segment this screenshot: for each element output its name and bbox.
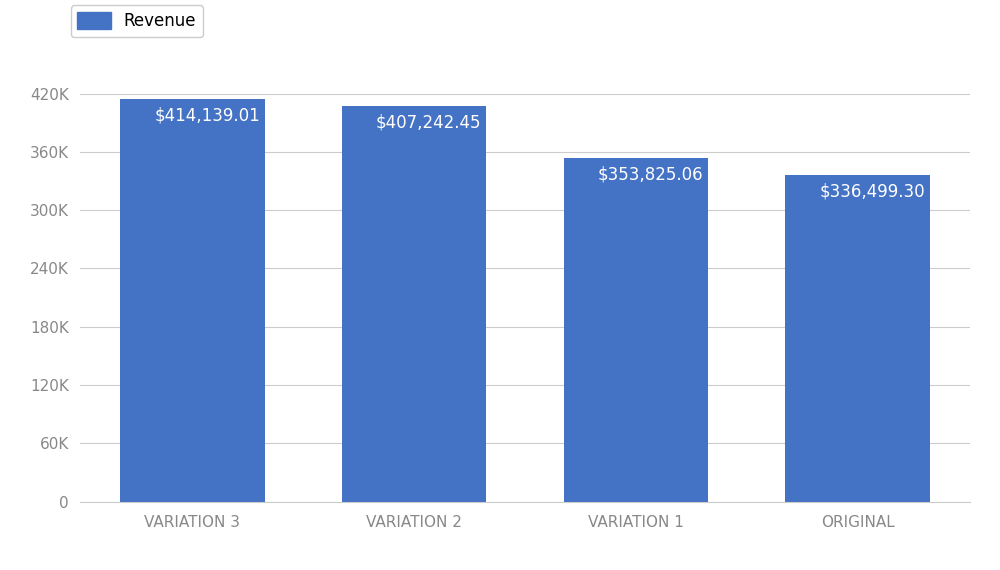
Bar	[785, 174, 930, 502]
Text: $353,825.06: $353,825.06	[598, 166, 703, 184]
Bar	[342, 106, 486, 502]
Bar	[564, 158, 708, 502]
Text: $407,242.45: $407,242.45	[376, 113, 481, 132]
Legend: Revenue: Revenue	[71, 6, 203, 37]
Text: $336,499.30: $336,499.30	[819, 182, 925, 201]
Bar	[120, 99, 265, 502]
Text: $414,139.01: $414,139.01	[154, 107, 260, 125]
